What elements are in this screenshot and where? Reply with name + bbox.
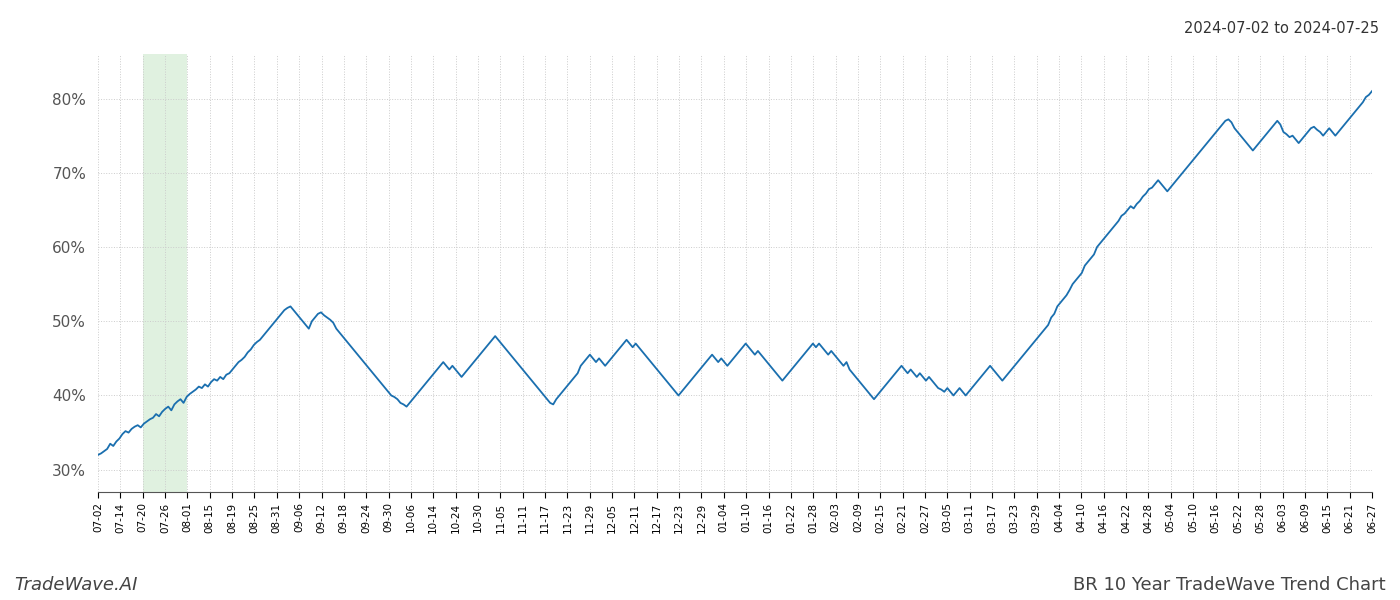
Bar bbox=[143, 54, 188, 492]
Text: BR 10 Year TradeWave Trend Chart: BR 10 Year TradeWave Trend Chart bbox=[1074, 576, 1386, 594]
Text: 2024-07-02 to 2024-07-25: 2024-07-02 to 2024-07-25 bbox=[1184, 21, 1379, 36]
Text: TradeWave.AI: TradeWave.AI bbox=[14, 576, 137, 594]
